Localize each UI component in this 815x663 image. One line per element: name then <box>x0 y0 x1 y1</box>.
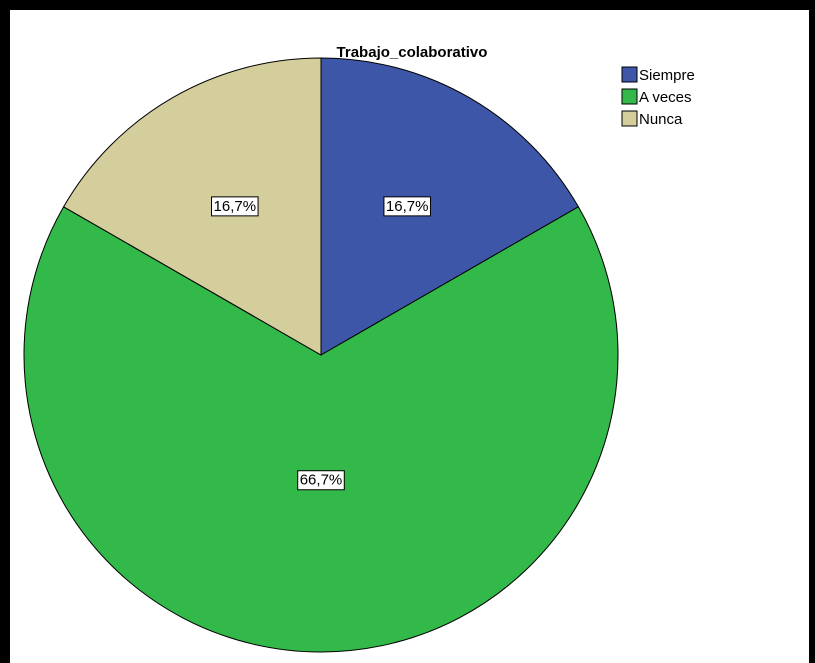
pie-chart: Trabajo_colaborativo 16,7% 66,7% 16,7% Sie… <box>23 44 695 653</box>
pie-slice-a-veces <box>23 206 619 653</box>
legend: Siempre A veces Nunca <box>621 66 695 128</box>
pie-slice-siempre <box>320 57 580 356</box>
legend-swatch <box>621 66 638 83</box>
chart-frame: Trabajo_colaborativo 16,7% 66,7% 16,7% Sie… <box>10 10 809 663</box>
legend-item-siempre: Siempre <box>621 66 695 84</box>
legend-swatch <box>621 110 638 127</box>
svg-text:16,7%: 16,7% <box>214 198 257 215</box>
legend-item-a-veces: A veces <box>621 88 692 106</box>
svg-text:66,7%: 66,7% <box>300 472 343 489</box>
data-labels: 16,7% 66,7% 16,7% <box>211 196 431 491</box>
chart-title: Trabajo_colaborativo <box>337 44 488 61</box>
legend-swatch <box>621 88 638 105</box>
data-label: 66,7% <box>297 470 345 491</box>
legend-label: A veces <box>639 89 692 106</box>
legend-item-nunca: Nunca <box>621 110 683 128</box>
data-label: 16,7% <box>211 196 259 217</box>
legend-label: Nunca <box>639 111 683 128</box>
svg-text:16,7%: 16,7% <box>386 198 429 215</box>
data-label: 16,7% <box>383 196 431 217</box>
pie-slice-nunca <box>62 57 322 356</box>
legend-label: Siempre <box>639 67 695 84</box>
pie-slices <box>23 57 619 653</box>
